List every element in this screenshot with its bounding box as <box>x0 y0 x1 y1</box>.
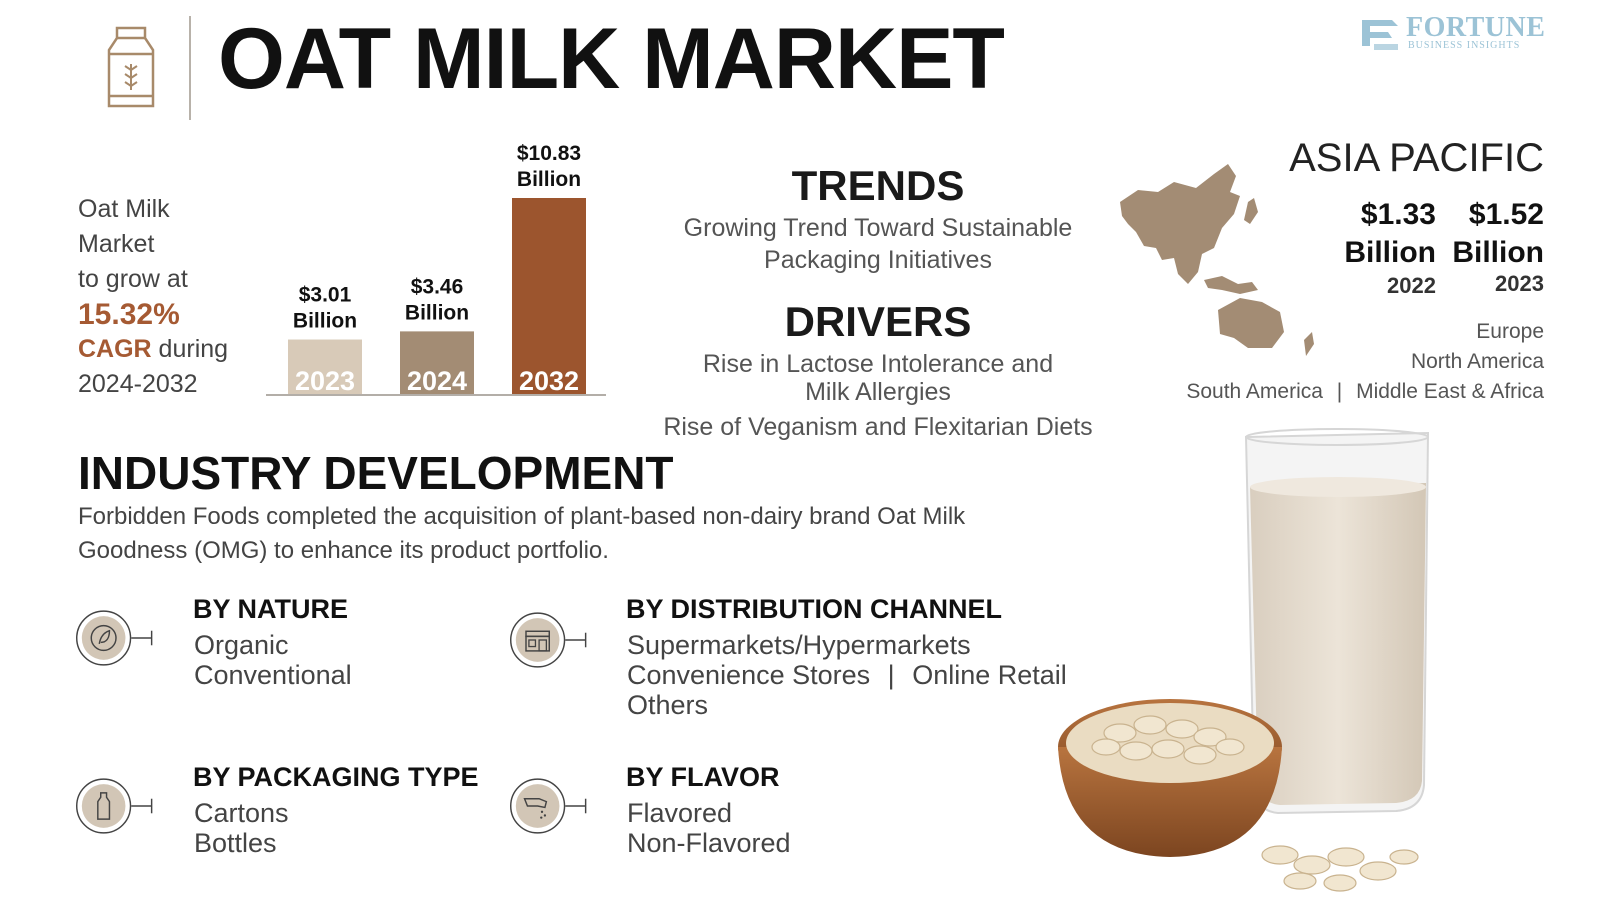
industry-text: Forbidden Foods completed the acquisitio… <box>78 500 1038 568</box>
cagr-line: to grow at <box>78 265 188 293</box>
oat-bowl <box>1058 699 1282 857</box>
segment-items: Flavored Non-Flavored <box>627 798 791 858</box>
segment-title: BY PACKAGING TYPE <box>193 762 479 792</box>
segment-title: BY NATURE <box>193 594 349 624</box>
japan-landmass <box>1244 198 1258 224</box>
region-year: 2022 <box>1387 273 1436 298</box>
driver-item: Rise in Lactose Intolerance and Milk All… <box>658 350 1098 406</box>
segment-item: Others <box>627 690 709 720</box>
segment-separator: | <box>887 660 895 690</box>
cagr-line: Oat Milk <box>78 195 170 223</box>
category-label: 2024 <box>407 366 467 396</box>
segment-item: Supermarkets/Hypermarkets <box>627 630 971 660</box>
segment-items: Supermarkets/Hypermarkets Convenience St… <box>627 630 1067 720</box>
region-north-america: North America <box>1410 350 1544 373</box>
category-label: 2023 <box>295 366 355 396</box>
trends-line: Growing Trend Toward Sustainable <box>683 214 1073 242</box>
header-divider <box>189 16 191 120</box>
leaf-icon <box>76 610 153 666</box>
cagr-label: CAGR <box>78 335 152 363</box>
driver-line: Rise in Lactose Intolerance and <box>702 350 1054 378</box>
oat-carton-icon <box>107 26 155 108</box>
value-amount: $1.52 <box>1468 198 1544 231</box>
segment-item: Online Retail <box>912 660 1067 690</box>
segment-item-row: Convenience Stores | Online Retail <box>627 660 1067 690</box>
driver-item: Rise of Veganism and Flexitarian Diets <box>663 413 1093 441</box>
milk-glass <box>1244 428 1430 815</box>
segment-item: Flavored <box>627 798 733 828</box>
value-unit-label: Billion <box>517 168 581 191</box>
region-other-list: South America | Middle East & Africa <box>1100 380 1544 404</box>
bottle-icon <box>76 778 153 834</box>
segment-item: Non-Flavored <box>627 828 791 858</box>
asia-landmass <box>1120 164 1240 284</box>
region-title: ASIA PACIFIC <box>1289 136 1544 180</box>
bar-2032 <box>512 198 586 394</box>
brand-tagline: BUSINESS INSIGHTS <box>1408 40 1521 51</box>
australia-landmass <box>1218 298 1284 348</box>
region-south-america: South America <box>1186 380 1323 403</box>
cagr-during: during <box>151 335 229 363</box>
bar-2023 <box>288 339 362 394</box>
bar-2024 <box>400 331 474 394</box>
loose-oats <box>1261 845 1419 892</box>
region-separator: | <box>1336 380 1343 403</box>
segment-title: BY DISTRIBUTION CHANNEL <box>626 594 1003 624</box>
brand-logo-icon <box>1362 20 1398 50</box>
value-unit: Billion <box>1452 236 1544 269</box>
cagr-line: Market <box>78 230 155 258</box>
segment-item: Cartons <box>194 798 289 828</box>
new-zealand-landmass <box>1304 332 1314 356</box>
category-label: 2032 <box>519 366 579 396</box>
industry-line: Forbidden Foods completed the acquisitio… <box>78 503 966 530</box>
value-label: $3.46 <box>411 275 464 298</box>
region-value-2022: $1.33 Billion <box>1290 196 1436 272</box>
page-title: OAT MILK MARKET <box>218 11 1005 107</box>
segment-items: Organic Conventional <box>194 630 352 690</box>
segment-item: Conventional <box>194 660 352 690</box>
seasoning-hand-icon <box>510 778 587 834</box>
cagr-line: CAGR during <box>78 332 268 367</box>
industry-line: Goodness (OMG) to enhance its product po… <box>78 537 609 564</box>
segment-title: BY FLAVOR <box>626 762 780 792</box>
value-unit-label: Billion <box>293 310 357 333</box>
region-value-2023: $1.52 Billion <box>1424 196 1544 272</box>
trends-title: TRENDS <box>791 162 965 209</box>
segment-items: Cartons Bottles <box>194 798 289 858</box>
cagr-statement: Oat Milk Market to grow at 15.32% CAGR d… <box>78 192 268 402</box>
region-mea: Middle East & Africa <box>1356 380 1544 403</box>
value-unit: Billion <box>1344 236 1436 269</box>
value-label: $10.83 <box>517 142 581 165</box>
industry-title: INDUSTRY DEVELOPMENT <box>78 447 674 499</box>
brand-name: FORTUNE <box>1406 12 1546 43</box>
market-size-bar-chart: 2023 $3.01 Billion 2024 $3.46 Billion 2032 $10.… <box>266 142 606 396</box>
segment-item: Bottles <box>194 828 277 858</box>
segment-item: Convenience Stores <box>627 660 871 690</box>
value-unit-label: Billion <box>405 301 469 324</box>
asia-pacific-map <box>1120 164 1314 356</box>
oat-milk-illustration <box>1058 428 1430 892</box>
cagr-period: 2024-2032 <box>78 370 198 398</box>
driver-line: Milk Allergies <box>805 378 951 406</box>
value-amount: $1.33 <box>1360 198 1436 231</box>
value-label: $3.01 <box>299 284 352 307</box>
sea-islands <box>1204 276 1258 294</box>
segment-item: Organic <box>194 630 289 660</box>
drivers-title: DRIVERS <box>784 298 972 345</box>
cagr-value: 15.32% <box>78 298 180 331</box>
region-year: 2023 <box>1495 271 1544 296</box>
region-europe: Europe <box>1476 320 1544 343</box>
trends-line: Packaging Initiatives <box>764 246 992 274</box>
store-icon <box>510 612 587 668</box>
trends-text: Growing Trend Toward Sustainable Packagi… <box>658 212 1098 276</box>
